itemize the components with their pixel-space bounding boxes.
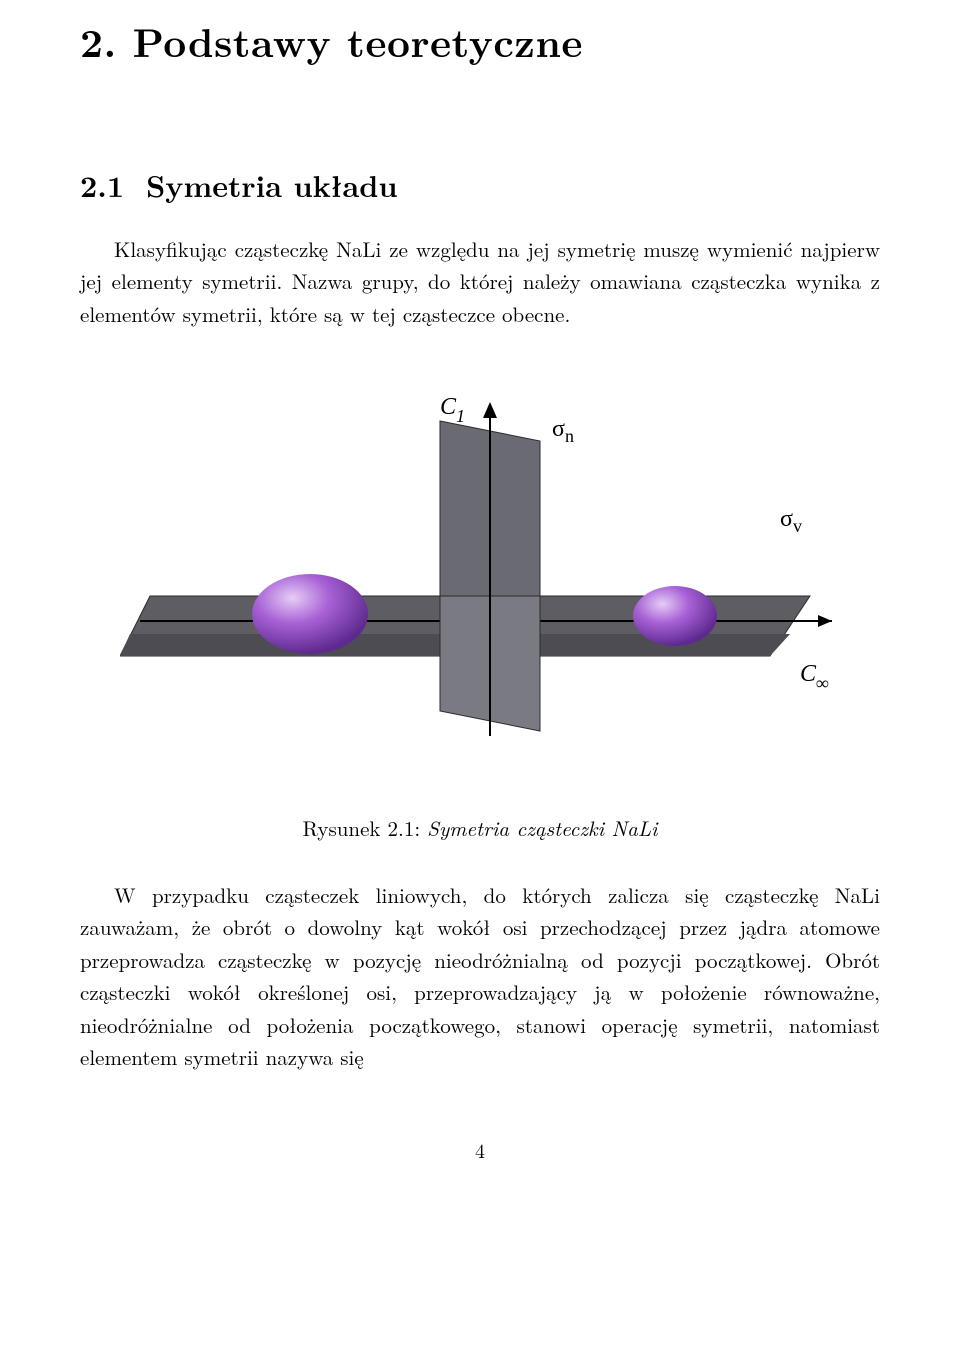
label-C-infinity: C∞: [800, 661, 829, 693]
section-title: 2.1 Symetria układu: [80, 162, 880, 209]
axis-vertical-arrowhead: [483, 402, 497, 418]
chapter-number: 2.: [80, 12, 117, 69]
label-sigma-n-sub: n: [565, 426, 574, 446]
label-sigma-n-main: σ: [552, 416, 565, 442]
atom-sphere-right: [633, 586, 717, 646]
label-Cinf-sub: ∞: [816, 673, 829, 693]
figure-caption-prefix: Rysunek: [302, 813, 380, 843]
symmetry-diagram-svg: C1 σn σv C∞: [120, 366, 840, 786]
atom-sphere-left: [252, 574, 368, 654]
chapter-title: 2. Podstawy teoretyczne: [80, 10, 880, 72]
label-sigma-v: σv: [780, 506, 802, 536]
label-sigma-n: σn: [552, 416, 574, 446]
label-C1-main: C: [440, 394, 457, 420]
page: 2. Podstawy teoretyczne 2.1Symetria ukła…: [0, 10, 960, 1205]
figure-symmetry-diagram: C1 σn σv C∞ Rysunek 2.1: Symetria cząste…: [80, 366, 880, 845]
label-C1: C1: [440, 394, 465, 426]
label-sigma-v-main: σ: [780, 506, 793, 532]
section-title-text: Symetria układu: [146, 163, 398, 206]
label-C1-sub: 1: [456, 406, 465, 426]
figure-caption-number: 2.1: [387, 813, 414, 843]
chapter-title-text: Podstawy teoretyczne: [133, 12, 583, 69]
paragraph-2: W przypadku cząsteczek liniowych, do któ…: [80, 879, 880, 1074]
figure-caption-text: Symetria cząsteczki NaLi: [427, 813, 657, 843]
label-Cinf-main: C: [800, 661, 817, 687]
page-number: 4: [80, 1134, 880, 1165]
axis-horizontal-arrowhead: [818, 615, 832, 627]
figure-caption: Rysunek 2.1: Symetria cząsteczki NaLi: [80, 812, 880, 845]
section-number: 2.1: [80, 162, 124, 209]
paragraph-1: Klasyfikując cząsteczkę NaLi ze względu …: [80, 233, 880, 331]
label-sigma-v-sub: v: [793, 516, 802, 536]
